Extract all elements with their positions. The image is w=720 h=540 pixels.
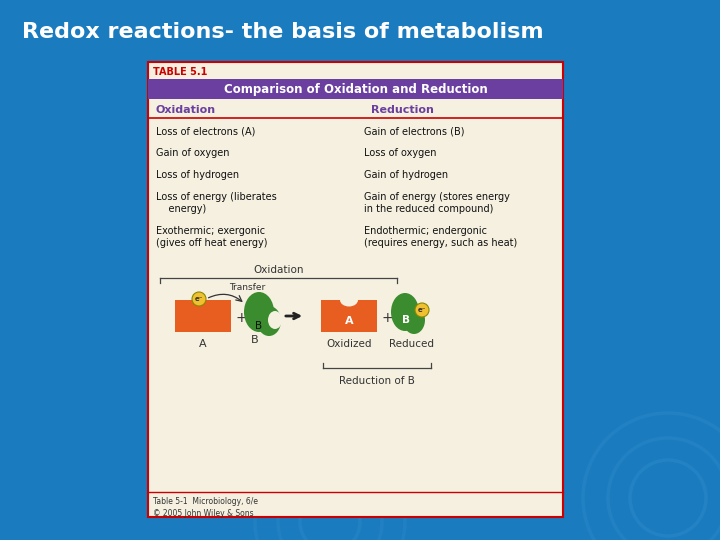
Text: Gain of hydrogen: Gain of hydrogen (364, 170, 448, 180)
Text: Exothermic; exergonic
(gives off heat energy): Exothermic; exergonic (gives off heat en… (156, 226, 268, 248)
Text: Endothermic; endergonic
(requires energy, such as heat): Endothermic; endergonic (requires energy… (364, 226, 517, 248)
Text: Oxidation: Oxidation (156, 105, 216, 115)
Text: Gain of electrons (B): Gain of electrons (B) (364, 126, 464, 136)
Text: B: B (256, 321, 263, 331)
Ellipse shape (340, 294, 358, 307)
Text: Loss of energy (liberates
    energy): Loss of energy (liberates energy) (156, 192, 276, 214)
Bar (148, 79, 563, 99)
Text: Transfer: Transfer (229, 282, 265, 292)
Ellipse shape (244, 292, 274, 332)
Text: +: + (235, 311, 247, 325)
Text: Reduced: Reduced (389, 339, 433, 349)
Text: Oxidation: Oxidation (253, 265, 304, 275)
Text: Gain of energy (stores energy
in the reduced compound): Gain of energy (stores energy in the red… (364, 192, 509, 214)
Text: e⁻: e⁻ (194, 296, 203, 302)
Text: Loss of oxygen: Loss of oxygen (364, 148, 436, 158)
Text: Loss of electrons (A): Loss of electrons (A) (156, 126, 256, 136)
Ellipse shape (268, 311, 282, 329)
Text: A: A (199, 339, 207, 349)
Ellipse shape (391, 293, 419, 331)
Bar (321, 300, 377, 332)
Ellipse shape (403, 306, 425, 334)
Text: Table 5-1  Microbiology, 6/e
© 2005 John Wiley & Sons: Table 5-1 Microbiology, 6/e © 2005 John … (153, 497, 258, 518)
Text: Reduction of B: Reduction of B (339, 376, 415, 386)
Text: Oxidized: Oxidized (326, 339, 372, 349)
Bar (148, 62, 563, 517)
Text: Gain of oxygen: Gain of oxygen (156, 148, 230, 158)
Text: Comparison of Oxidation and Reduction: Comparison of Oxidation and Reduction (224, 83, 487, 96)
Ellipse shape (257, 306, 281, 336)
Text: Loss of hydrogen: Loss of hydrogen (156, 170, 239, 180)
Text: +: + (381, 311, 393, 325)
Text: Reduction: Reduction (371, 105, 433, 115)
Text: TABLE 5.1: TABLE 5.1 (153, 67, 207, 77)
Text: e⁻: e⁻ (418, 307, 426, 313)
Text: B: B (402, 315, 410, 325)
Text: Redox reactions- the basis of metabolism: Redox reactions- the basis of metabolism (22, 22, 544, 42)
Circle shape (192, 292, 206, 306)
Bar (175, 300, 231, 332)
Circle shape (415, 303, 429, 317)
Text: A: A (345, 316, 354, 326)
Text: B: B (251, 335, 258, 345)
